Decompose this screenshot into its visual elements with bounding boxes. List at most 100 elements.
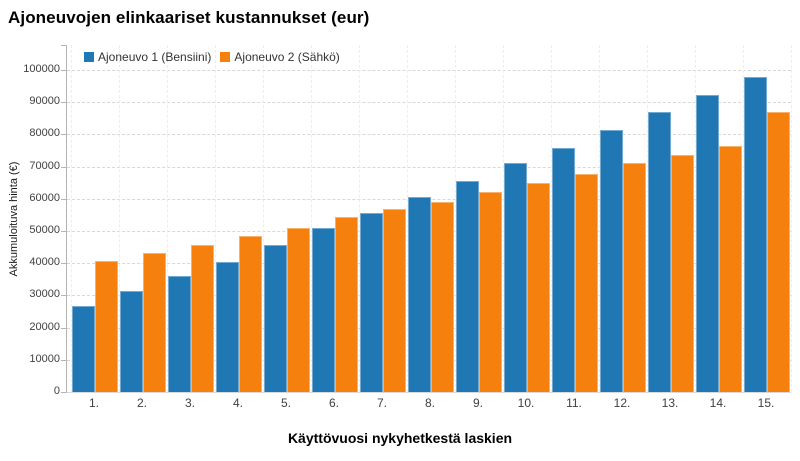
x-axis-tick-label: 5. [280, 396, 291, 410]
gridline-x [407, 45, 408, 392]
bar-group-6. [311, 45, 359, 392]
bar-series2-year-7.[interactable] [383, 209, 406, 392]
bar-series2-year-12.[interactable] [623, 163, 646, 392]
bar-series2-year-3.[interactable] [191, 245, 214, 392]
bar-series1-year-11.[interactable] [552, 148, 575, 392]
gridline-x [215, 45, 216, 392]
gridline-x [263, 45, 264, 392]
bar-group-5. [263, 45, 311, 392]
legend-item-bensiini[interactable]: Ajoneuvo 1 (Bensiini) [84, 50, 211, 64]
bar-series1-year-9.[interactable] [456, 181, 479, 392]
gridline-y-100000 [67, 70, 791, 71]
bar-series2-year-14.[interactable] [719, 146, 742, 392]
bar-group-11. [551, 45, 599, 392]
bar-group-9. [455, 45, 503, 392]
bar-group-14. [695, 45, 743, 392]
bar-series2-year-6.[interactable] [335, 217, 358, 392]
bar-series2-year-13.[interactable] [671, 155, 694, 392]
x-axis-tick-label: 10. [517, 396, 535, 410]
plot-area [61, 45, 792, 393]
gridline-y-0 [67, 392, 791, 393]
gridline-x [551, 45, 552, 392]
x-axis-tick-label: 13. [661, 396, 679, 410]
bar-group-1. [71, 45, 119, 392]
gridline-x [71, 45, 72, 392]
x-axis-tick-label: 11. [566, 396, 582, 410]
bar-series1-year-13.[interactable] [648, 112, 671, 392]
gridline-y-80000 [67, 134, 791, 136]
x-axis-tick-label: 3. [184, 396, 195, 410]
bar-group-2. [119, 45, 167, 392]
bar-series2-year-8.[interactable] [431, 202, 454, 392]
bar-series1-year-10.[interactable] [504, 163, 527, 392]
bar-series1-year-12.[interactable] [600, 130, 623, 392]
bar-series1-year-8.[interactable] [408, 197, 431, 392]
bar-group-8. [407, 45, 455, 392]
legend-swatch-bensiini-icon [84, 52, 94, 62]
y-tick [61, 166, 67, 168]
bar-series1-year-2.[interactable] [120, 291, 143, 392]
bar-series1-year-14.[interactable] [696, 95, 719, 392]
gridline-x [311, 45, 312, 392]
y-tick [61, 231, 67, 232]
bar-series2-year-9.[interactable] [479, 192, 502, 392]
bar-group-13. [647, 45, 695, 392]
legend: Ajoneuvo 1 (Bensiini) Ajoneuvo 2 (Sähkö) [84, 50, 340, 64]
gridline-x [599, 45, 600, 392]
x-axis-tick-label: 12. [613, 396, 631, 410]
bar-series1-year-1.[interactable] [72, 306, 95, 392]
x-axis-tick-label: 9. [472, 396, 483, 410]
y-tick [61, 392, 67, 393]
bar-series1-year-5.[interactable] [264, 245, 287, 392]
y-tick [61, 45, 67, 46]
bars-layer [71, 45, 791, 392]
bar-series2-year-4.[interactable] [239, 236, 262, 392]
y-axis-tick-label: 90000 [29, 95, 60, 108]
gridline-x [167, 45, 168, 392]
bar-group-10. [503, 45, 551, 392]
bar-series2-year-15.[interactable] [767, 112, 790, 392]
bar-series2-year-2.[interactable] [143, 253, 166, 392]
gridline-y-90000 [67, 102, 791, 104]
y-axis-tick-label: 40000 [29, 256, 60, 269]
gridline-x [791, 45, 792, 392]
x-axis-tick-label: 1. [88, 396, 99, 410]
legend-item-sahko[interactable]: Ajoneuvo 2 (Sähkö) [220, 50, 340, 64]
bar-group-12. [599, 45, 647, 392]
bar-series1-year-6.[interactable] [312, 228, 335, 392]
legend-swatch-sahko-icon [220, 52, 231, 62]
y-tick [61, 70, 67, 71]
y-axis-tick-label: 10000 [29, 352, 60, 365]
bar-group-4. [215, 45, 263, 392]
bar-group-7. [359, 45, 407, 392]
y-axis-tick-label: 80000 [29, 127, 60, 140]
legend-label-sahko: Ajoneuvo 2 (Sähkö) [234, 50, 340, 64]
y-axis-tick-label: 30000 [29, 288, 60, 301]
y-tick [61, 263, 67, 265]
bar-group-15. [743, 45, 791, 392]
y-axis-tick-label: 0 [53, 385, 60, 397]
y-axis-tick-label: 20000 [29, 320, 60, 333]
gridline-x [503, 45, 504, 392]
x-axis-tick-label: 6. [328, 396, 339, 410]
gridline-x [455, 45, 456, 392]
x-axis-title: Käyttövuosi nykyhetkestä laskien [287, 430, 513, 446]
bar-group-3. [167, 45, 215, 392]
bar-series1-year-4.[interactable] [216, 262, 239, 392]
x-axis-tick-label: 2. [136, 396, 147, 410]
bar-series1-year-7.[interactable] [360, 213, 383, 392]
bar-series2-year-1.[interactable] [95, 261, 118, 392]
gridline-x [359, 45, 360, 392]
bar-series2-year-11.[interactable] [575, 174, 598, 392]
chart-title: Ajoneuvojen elinkaariset kustannukset (e… [8, 8, 370, 27]
bar-series2-year-5.[interactable] [287, 228, 310, 392]
bar-series2-year-10.[interactable] [527, 183, 550, 392]
bar-series1-year-3.[interactable] [168, 276, 191, 392]
x-axis-tick-label: 7. [376, 396, 387, 410]
y-tick [61, 102, 67, 104]
y-tick [61, 198, 67, 200]
gridline-x [647, 45, 648, 392]
x-axis-tick-label: 14. [709, 396, 727, 410]
bar-series1-year-15.[interactable] [744, 77, 767, 392]
